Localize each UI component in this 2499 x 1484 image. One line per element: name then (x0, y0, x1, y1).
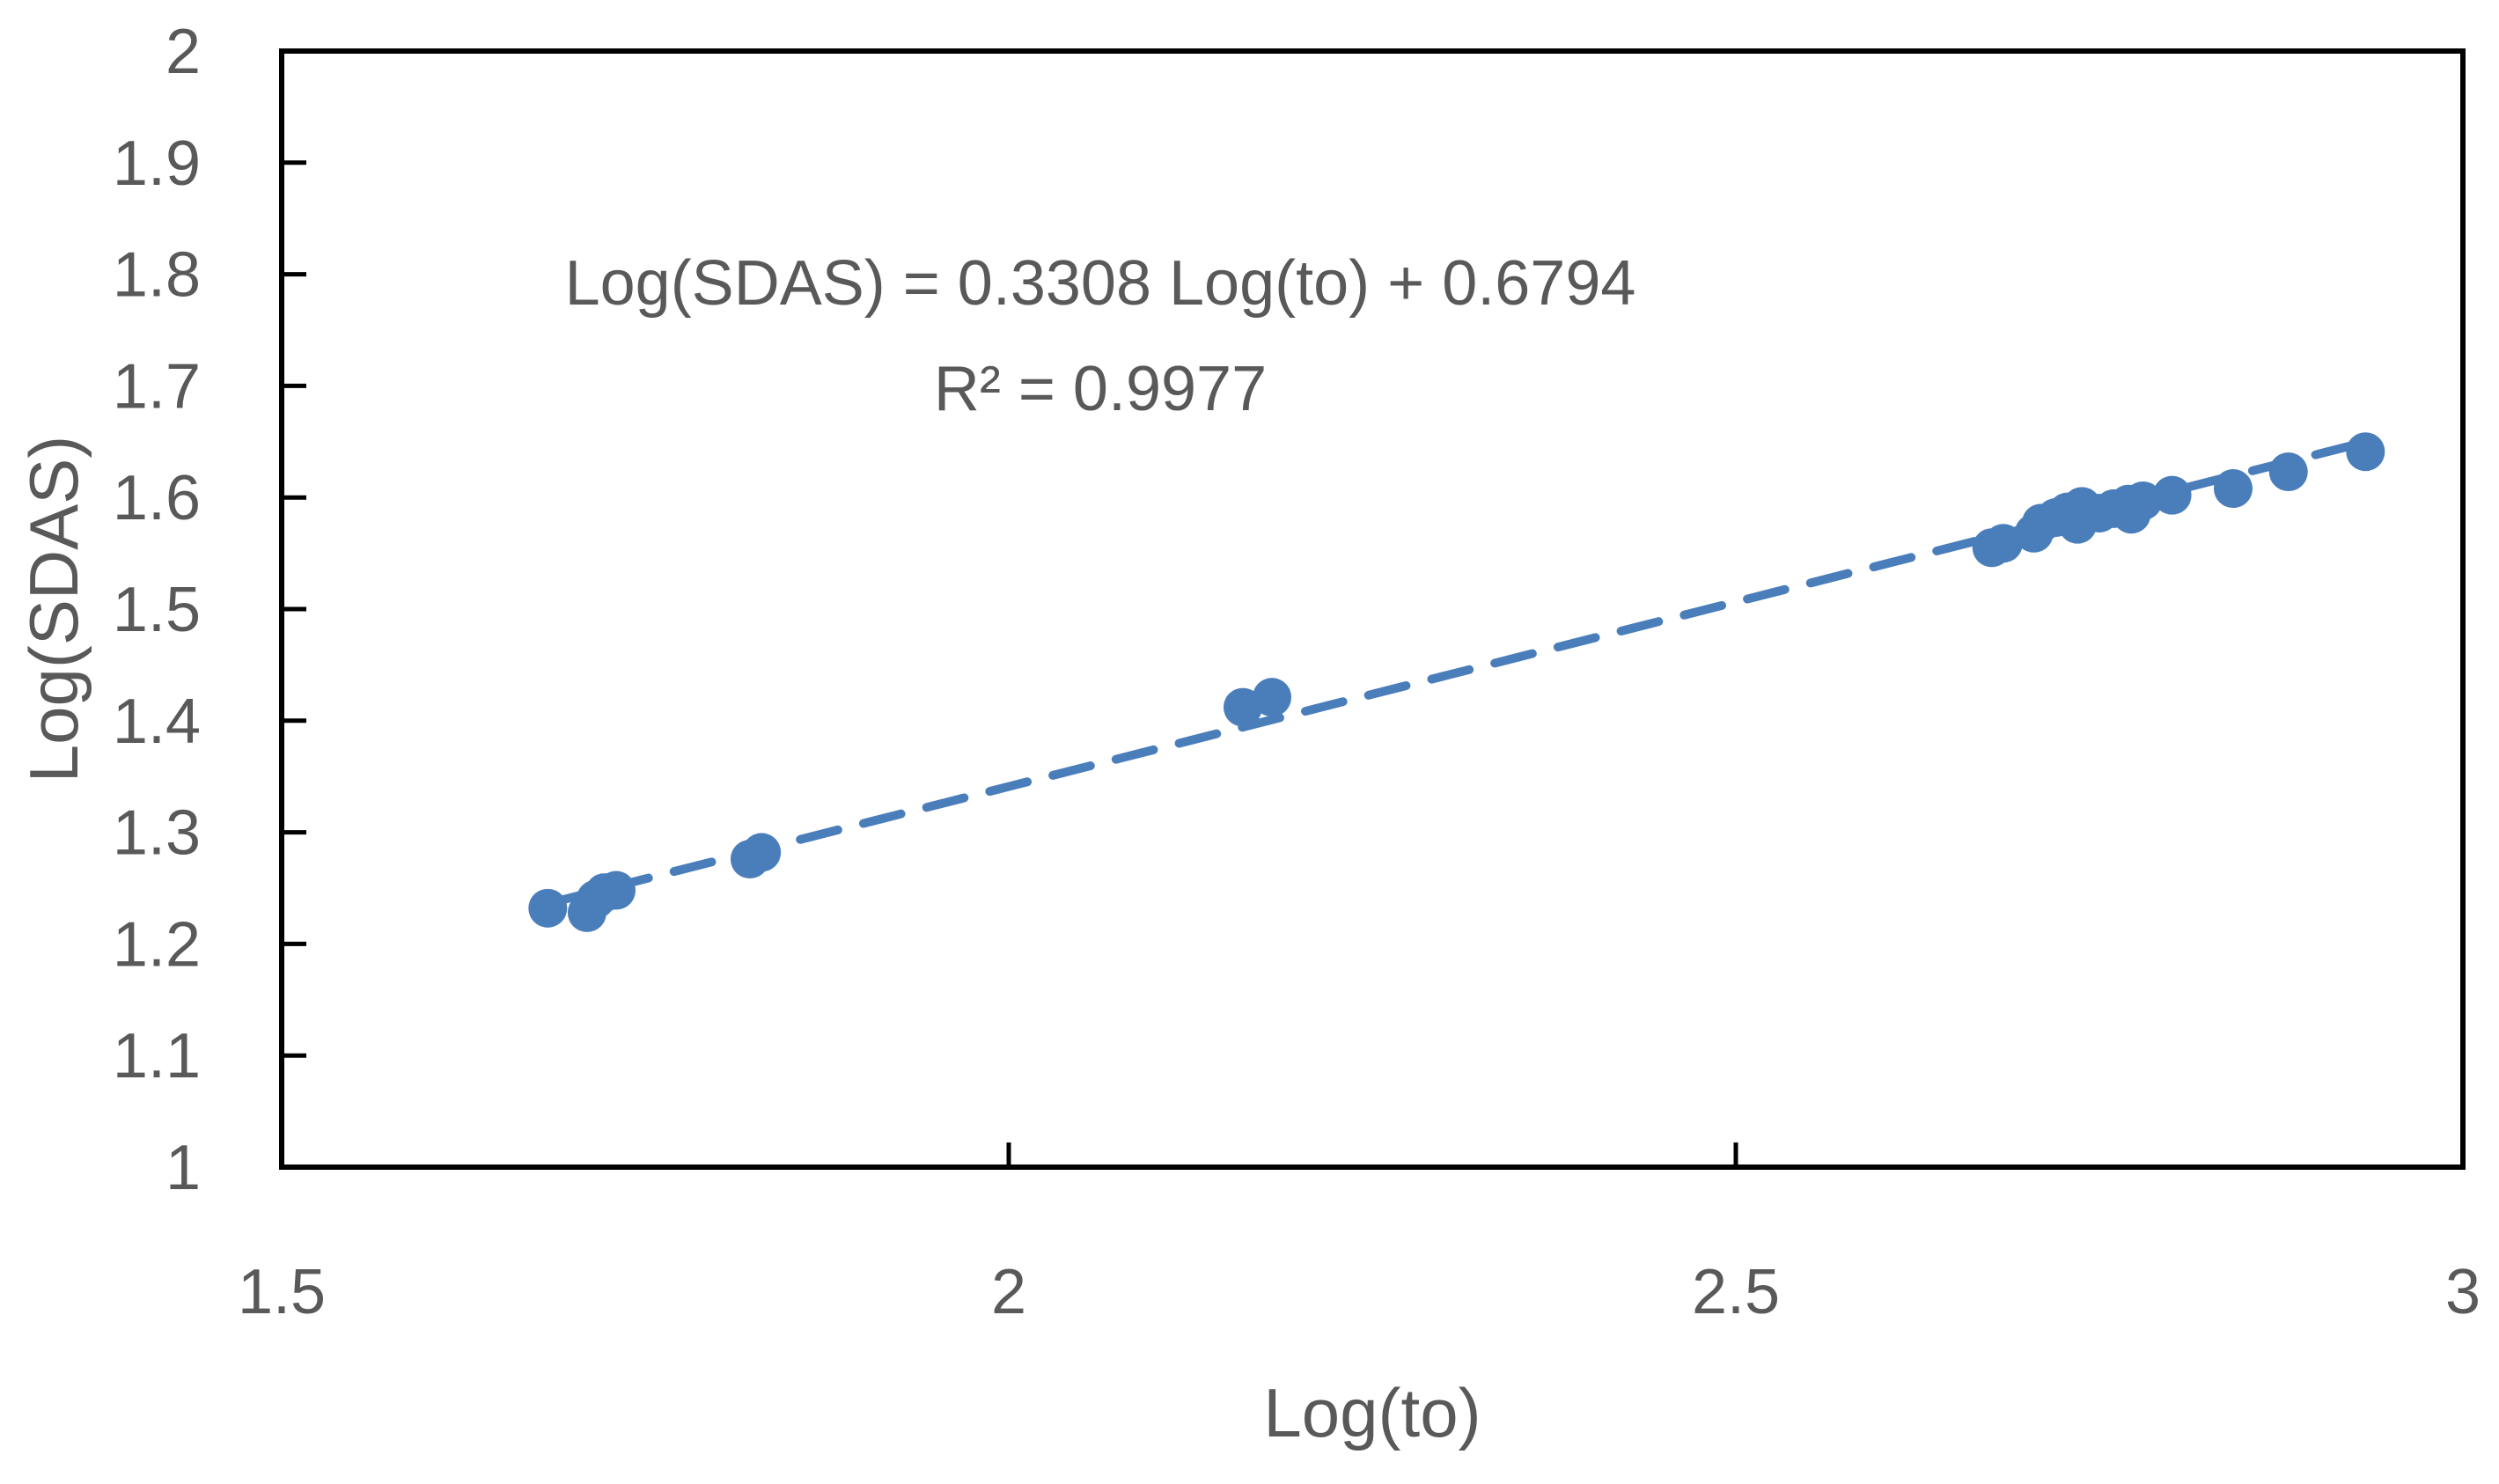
x-axis-ticks: 1.5 2 2.5 3 (238, 1142, 2481, 1327)
y-tick-label: 1.2 (113, 909, 201, 980)
x-tick-label: 1.5 (238, 1257, 326, 1327)
data-points-layer (528, 432, 2385, 932)
y-tick-label: 1.4 (113, 687, 201, 757)
y-tick-label: 1 (165, 1133, 201, 1203)
y-axis-ticks: 1 1.1 1.2 1.3 1.4 1.5 1.6 1.7 1.8 1.9 2 (113, 17, 306, 1203)
y-tick-label: 1.9 (113, 129, 201, 199)
data-point (2152, 475, 2192, 515)
y-tick-label: 1.3 (113, 798, 201, 869)
data-point (2346, 432, 2385, 472)
y-tick-label: 1.1 (113, 1021, 201, 1091)
y-tick-label: 2 (165, 17, 201, 87)
equation-label: Log(SDAS) = 0.3308 Log(to) + 0.6794 (565, 248, 1636, 319)
data-point (1983, 524, 2023, 563)
y-tick-label: 1.7 (113, 351, 201, 422)
plot-area-frame (279, 48, 2466, 1170)
data-point (528, 888, 568, 928)
x-axis-title: Log(to) (1263, 1374, 1481, 1451)
x-tick-label: 2 (991, 1257, 1026, 1327)
data-point (1223, 687, 1262, 727)
data-point (2213, 469, 2253, 509)
y-tick-label: 1.5 (113, 575, 201, 645)
data-point (2268, 452, 2308, 492)
y-tick-label: 1.8 (113, 240, 201, 311)
data-point (1253, 678, 1292, 717)
y-axis-title: Log(SDAS) (15, 436, 92, 783)
y-tick-label: 1.6 (113, 463, 201, 533)
x-tick-label: 3 (2445, 1257, 2481, 1327)
data-point (2123, 481, 2163, 521)
data-point (596, 871, 636, 910)
x-tick-label: 2.5 (1692, 1257, 1780, 1327)
data-point (742, 833, 782, 872)
r-squared-label: R² = 0.9977 (934, 354, 1267, 424)
